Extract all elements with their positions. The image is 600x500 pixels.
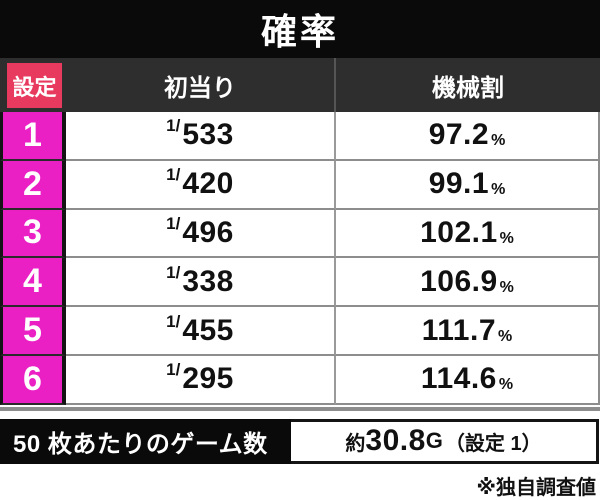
first-hit-value: 1/420: [66, 160, 336, 210]
header-payout: 機械割: [432, 74, 504, 102]
percent-sign: %: [491, 181, 506, 199]
setting-number: 1: [0, 112, 66, 161]
first-hit-value: 1/533: [66, 112, 336, 161]
first-hit-value: 1/295: [66, 355, 336, 405]
payout-number: 97.2: [428, 118, 490, 152]
percent-sign: %: [499, 229, 514, 247]
table-title: 確率: [260, 11, 339, 52]
payout-number: 111.7: [421, 313, 497, 347]
fraction-denominator: 295: [182, 362, 234, 396]
setting-number: 5: [0, 307, 66, 356]
fraction-denominator: 338: [182, 264, 234, 298]
percent-sign: %: [491, 132, 506, 150]
fraction-denominator: 533: [182, 118, 234, 152]
fraction-denominator: 496: [182, 215, 234, 249]
table-row: 3 1/496 102.1%: [0, 209, 600, 259]
table-row: 2 1/420 99.1%: [0, 160, 600, 210]
payout-value: 102.1%: [336, 209, 600, 259]
payout-value: 97.2%: [336, 112, 600, 161]
payout-value: 114.6%: [336, 355, 600, 405]
games-per-50-coins-bar: 50 枚あたりのゲーム数 約 30.8 G （設定 1）: [0, 418, 599, 464]
table-body: 1 1/533 97.2% 2 1/420 99.1% 3 1/496 102.1% 4 1/338…: [0, 112, 600, 411]
first-hit-value: 1/496: [66, 209, 336, 259]
fraction-denominator: 420: [182, 167, 234, 201]
table-row: 6 1/295 114.6%: [0, 355, 600, 405]
games-per-50-coins-value: 約 30.8 G （設定 1）: [291, 418, 599, 464]
payout-number: 114.6: [420, 362, 497, 396]
setting-number: 3: [0, 209, 66, 259]
table-row: 4 1/338 106.9%: [0, 258, 600, 308]
value-number: 30.8: [365, 424, 426, 458]
fraction-prefix: 1/: [166, 116, 181, 136]
table-row: 5 1/455 111.7%: [0, 307, 600, 356]
games-per-50-coins-label: 50 枚あたりのゲーム数: [0, 418, 291, 464]
payout-value: 111.7%: [336, 307, 600, 356]
table-header-row: 設定 初当り 機械割: [0, 58, 600, 112]
value-prefix: 約: [345, 432, 366, 455]
table-title-bar: 確率: [0, 0, 600, 58]
first-hit-value: 1/455: [66, 307, 336, 356]
fraction-prefix: 1/: [166, 262, 181, 282]
fraction-prefix: 1/: [166, 213, 181, 233]
setting-number: 6: [0, 355, 66, 405]
setting-number: 4: [0, 258, 66, 308]
value-note: （設定 1）: [444, 432, 542, 455]
fraction-denominator: 455: [182, 313, 234, 347]
payout-number: 102.1: [420, 215, 498, 249]
fraction-prefix: 1/: [166, 165, 181, 185]
fraction-prefix: 1/: [166, 311, 181, 331]
header-first-hit: 初当り: [66, 58, 336, 112]
payout-number: 99.1: [428, 167, 490, 201]
header-setting: 設定: [7, 63, 62, 108]
first-hit-value: 1/338: [66, 258, 336, 308]
percent-sign: %: [498, 327, 513, 345]
percent-sign: %: [498, 376, 514, 394]
payout-number: 106.9: [420, 264, 498, 298]
setting-number: 2: [0, 160, 66, 210]
survey-footnote: ※独自調査値: [476, 476, 596, 499]
percent-sign: %: [499, 278, 514, 296]
value-unit: G: [425, 428, 443, 454]
fraction-prefix: 1/: [166, 360, 181, 380]
payout-value: 106.9%: [336, 258, 600, 308]
table-row: 1 1/533 97.2%: [0, 112, 600, 161]
payout-value: 99.1%: [336, 160, 600, 210]
